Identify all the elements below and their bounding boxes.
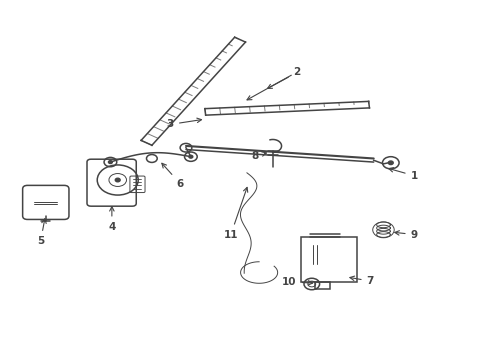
Text: 6: 6 bbox=[162, 163, 183, 189]
Text: 2: 2 bbox=[267, 67, 300, 89]
Text: 7: 7 bbox=[349, 276, 373, 286]
Text: 11: 11 bbox=[223, 188, 247, 239]
Bar bbox=[315, 282, 329, 289]
Bar bbox=[300, 237, 356, 282]
Text: 8: 8 bbox=[251, 150, 266, 161]
Text: 9: 9 bbox=[394, 230, 417, 239]
Text: 3: 3 bbox=[166, 118, 201, 129]
Text: 10: 10 bbox=[282, 277, 312, 287]
Circle shape bbox=[108, 161, 112, 163]
Circle shape bbox=[188, 155, 192, 158]
Circle shape bbox=[387, 161, 392, 165]
Text: 1: 1 bbox=[388, 168, 417, 181]
Text: 5: 5 bbox=[37, 219, 46, 246]
Text: 4: 4 bbox=[108, 207, 115, 231]
Circle shape bbox=[115, 178, 120, 182]
